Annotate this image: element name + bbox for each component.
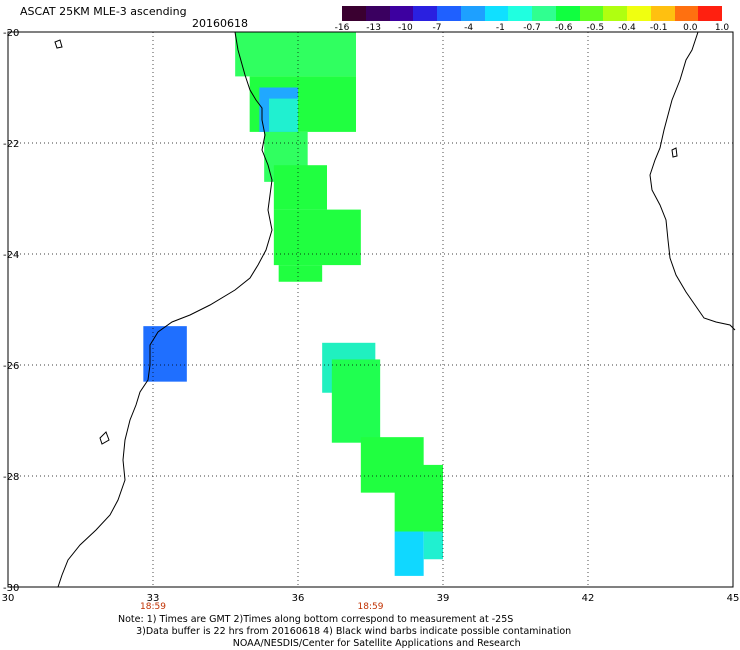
longitude-tick-label: 36 (292, 593, 305, 604)
color-scale-swatch (674, 6, 699, 21)
color-scale-swatch (698, 6, 722, 21)
color-scale-tick-label: -0.5 (586, 23, 605, 33)
color-scale-tick-label: 1.0 (714, 23, 730, 33)
africa-coastline (57, 31, 273, 588)
color-scale-swatch (579, 6, 604, 21)
color-scale-tick-label: -10 (397, 23, 413, 33)
wind-swath-cell (394, 531, 424, 576)
color-scale-swatch (532, 6, 556, 21)
color-scale-tick-label: -0.1 (649, 23, 668, 33)
map-title: ASCAT 25KM MLE-3 ascending (20, 5, 187, 18)
latitude-tick-label: -28 (3, 472, 19, 483)
latitude-tick-label: -26 (3, 361, 19, 372)
map-date: 20160618 (192, 17, 248, 30)
latitude-tick-label: -30 (3, 583, 19, 594)
longitude-tick-label: 45 (727, 593, 740, 604)
color-scale-swatch (460, 6, 485, 21)
wind-swath-cell (143, 326, 187, 382)
wind-swath-cell (423, 531, 443, 560)
color-scale-swatch (650, 6, 675, 21)
color-scale-swatch (437, 6, 461, 21)
color-scale-tick-label: -0.7 (523, 23, 541, 33)
longitude-tick-label: 42 (582, 593, 595, 604)
color-scale-tick-label: 0.0 (683, 23, 698, 33)
measurement-time-label: 18:59 (358, 602, 384, 612)
island-outline (671, 147, 678, 158)
color-scale-tick-label: -7 (432, 23, 442, 33)
color-scale-swatch (413, 6, 437, 21)
note-line-2: 3)Data buffer is 22 hrs from 20160618 4)… (118, 626, 572, 637)
wind-swath-cell (269, 98, 298, 132)
color-scale-tick-label: -0.4 (618, 23, 636, 33)
note-line-3: NOAA/NESDIS/Center for Satellite Applica… (118, 638, 521, 649)
color-scale-swatch (365, 6, 390, 21)
color-scale-tick-label: -16 (334, 23, 350, 33)
color-scale-labels: -16 -13 -10 -7 -4 -1 -0.7 -0.6 -0.5 -0.4 -0.1 0.0 1.… (330, 23, 735, 35)
color-scale-swatch (627, 6, 651, 21)
wind-swath-cell (394, 464, 443, 532)
footnotes: Note: 1) Times are GMT 2)Times along bot… (118, 614, 571, 650)
wind-swath-cell (278, 265, 323, 282)
latitude-tick-label: -22 (3, 139, 19, 150)
measurement-time-label: 18:59 (140, 602, 166, 612)
color-scale-swatch (508, 6, 532, 21)
map-frame (7, 31, 734, 588)
wind-swath-cell (273, 209, 361, 266)
island-outline (99, 431, 110, 445)
longitude-tick-label: 30 (2, 593, 15, 604)
longitude-tick-label: 33 (147, 593, 160, 604)
color-scale-swatch (603, 6, 627, 21)
wind-swath-cell (273, 165, 327, 210)
color-scale-tick-label: -0.6 (554, 23, 573, 33)
note-line-1: Note: 1) Times are GMT 2)Times along bot… (118, 614, 514, 625)
island-outline (54, 39, 63, 49)
color-scale-swatch (484, 6, 509, 21)
color-scale-swatch (389, 6, 414, 21)
wind-swath-cell (331, 359, 381, 443)
latitude-tick-label: -24 (3, 250, 19, 261)
color-scale-bar (342, 6, 722, 21)
color-scale-tick-label: -13 (366, 23, 382, 33)
color-scale-swatch (555, 6, 580, 21)
latitude-tick-label: -20 (3, 28, 19, 39)
madagascar-coastline (649, 31, 736, 331)
color-scale-tick-label: -1 (495, 23, 505, 33)
color-scale-tick-label: -4 (464, 23, 474, 33)
wind-swath-cell (235, 32, 356, 77)
color-scale-swatch (342, 6, 366, 21)
longitude-tick-label: 39 (437, 593, 450, 604)
